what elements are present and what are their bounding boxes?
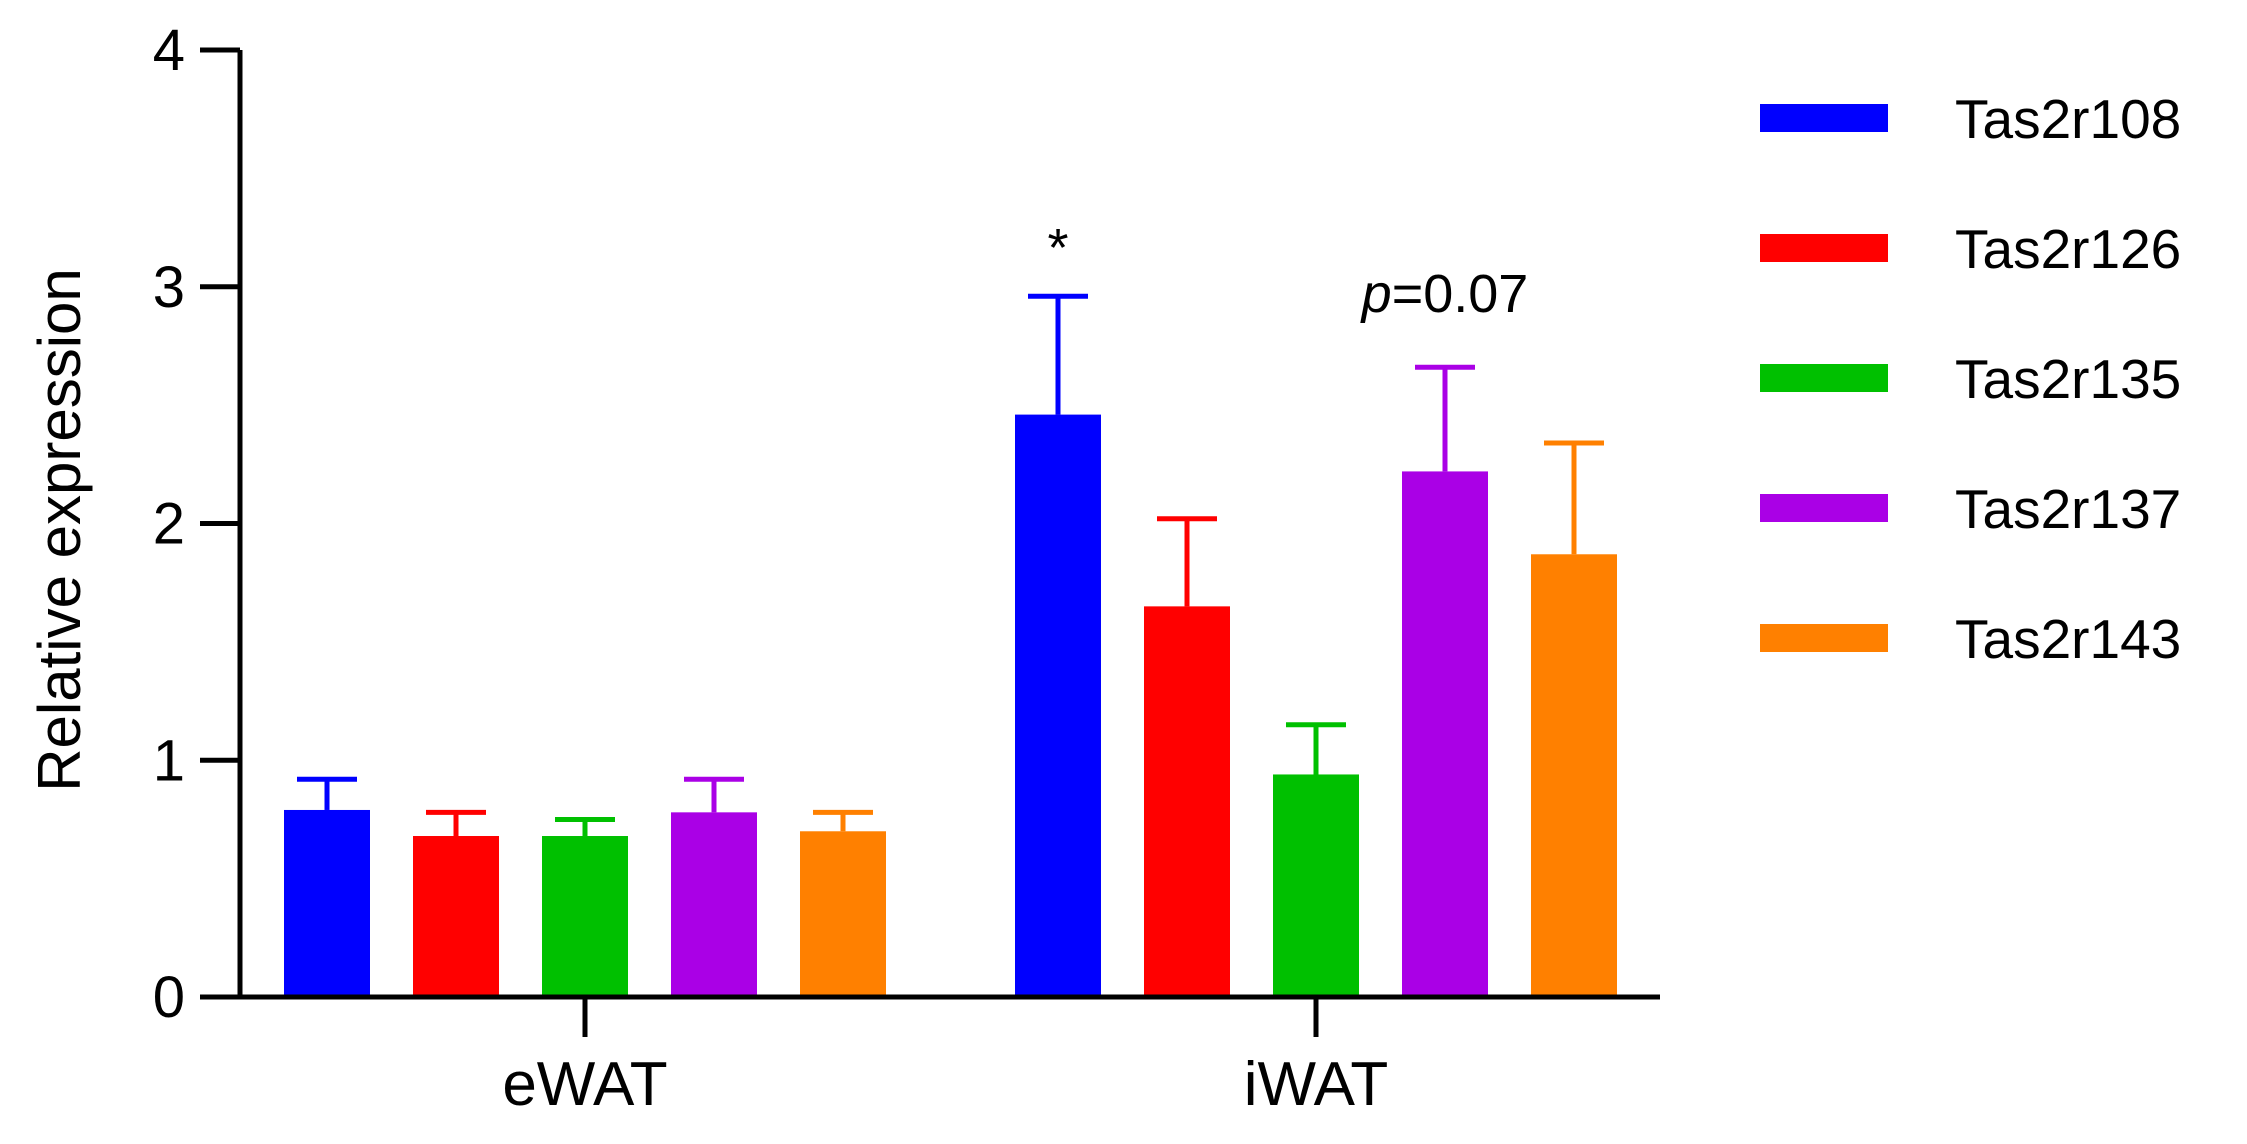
legend-swatch-tas2r135: [1760, 364, 1888, 392]
error-bars-layer: [297, 293, 1604, 837]
bar-tas2r143-ewat: [800, 831, 886, 997]
legend: Tas2r108 Tas2r126 Tas2r135 Tas2r137 Tas2r143: [1760, 88, 2181, 670]
y-tick-label-2: 2: [153, 492, 185, 557]
bar-tas2r135-iwat: [1273, 774, 1359, 997]
x-tick-label-iwat: iWAT: [1244, 1050, 1389, 1119]
axes-layer: 0 1 2 3 4 eWAT iWAT: [153, 18, 1660, 1119]
legend-swatch-tas2r137: [1760, 494, 1888, 522]
legend-swatch-tas2r126: [1760, 234, 1888, 262]
bar-tas2r126-ewat: [413, 836, 499, 997]
bar-tas2r143-iwat: [1531, 554, 1617, 997]
y-tick-label-3: 3: [153, 255, 185, 320]
bar-tas2r126-iwat: [1144, 606, 1230, 997]
legend-label-tas2r135: Tas2r135: [1955, 348, 2181, 410]
legend-label-tas2r126: Tas2r126: [1955, 218, 2181, 280]
significance-asterisk: *: [1047, 218, 1068, 278]
y-tick-label-0: 0: [153, 965, 185, 1030]
bar-tas2r135-ewat: [542, 836, 628, 997]
annotations-layer: * p=0.07: [1047, 218, 1528, 324]
legend-swatch-tas2r143: [1760, 624, 1888, 652]
legend-swatch-tas2r108: [1760, 104, 1888, 132]
bar-tas2r108-iwat: [1015, 414, 1101, 998]
bars-layer: [284, 414, 1617, 998]
y-axis-label: Relative expression: [26, 268, 93, 792]
bar-tas2r137-iwat: [1402, 471, 1488, 997]
p-value-annotation: p=0.07: [1360, 264, 1529, 324]
bar-tas2r108-ewat: [284, 809, 370, 997]
legend-label-tas2r108: Tas2r108: [1955, 88, 2181, 150]
legend-label-tas2r137: Tas2r137: [1955, 478, 2181, 540]
y-tick-label-4: 4: [153, 18, 185, 83]
y-tick-label-1: 1: [153, 728, 185, 793]
legend-label-tas2r143: Tas2r143: [1955, 608, 2181, 670]
bar-tas2r137-ewat: [671, 812, 757, 997]
x-tick-label-ewat: eWAT: [502, 1050, 667, 1119]
